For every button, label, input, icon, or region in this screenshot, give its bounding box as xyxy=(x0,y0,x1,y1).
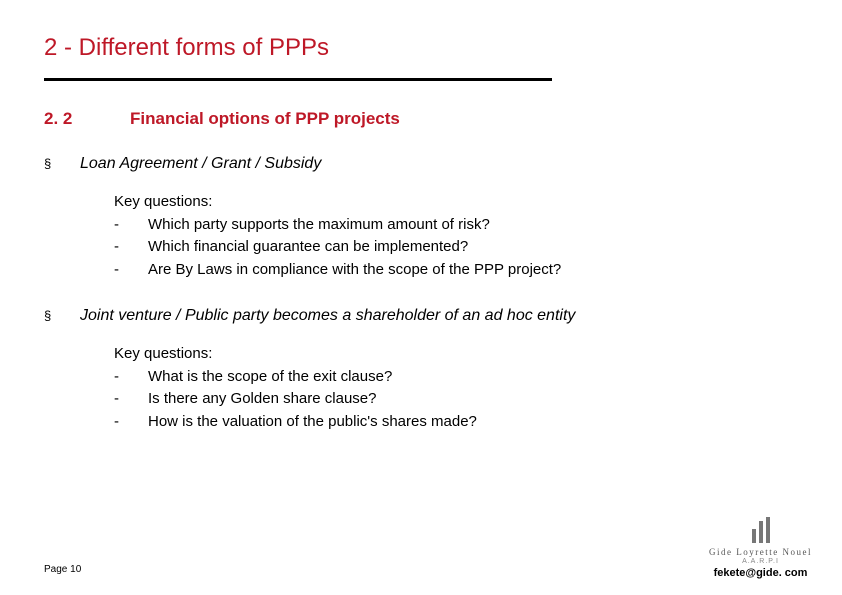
kq-text: How is the valuation of the public's sha… xyxy=(148,411,477,434)
kq-text: What is the scope of the exit clause? xyxy=(148,366,392,389)
bullet-text: Joint venture / Public party becomes a s… xyxy=(80,307,575,325)
page-number: Page 10 xyxy=(44,564,81,575)
logo-name: Gide Loyrette Nouel xyxy=(709,547,812,557)
key-questions-label: Key questions: xyxy=(114,191,798,214)
key-questions-block: Key questions: - What is the scope of th… xyxy=(44,343,798,433)
bullet-mark: § xyxy=(44,308,80,323)
subheading-number: 2. 2 xyxy=(44,109,130,129)
contact-email: fekete@gide. com xyxy=(709,567,812,579)
dash-icon: - xyxy=(114,366,148,389)
kq-item: - What is the scope of the exit clause? xyxy=(114,366,798,389)
kq-text: Which financial guarantee can be impleme… xyxy=(148,236,468,259)
section-2: § Joint venture / Public party becomes a… xyxy=(44,307,798,433)
dash-icon: - xyxy=(114,214,148,237)
kq-item: - Are By Laws in compliance with the sco… xyxy=(114,259,798,282)
logo-bars-icon xyxy=(709,517,812,543)
kq-item: - How is the valuation of the public's s… xyxy=(114,411,798,434)
key-questions-block: Key questions: - Which party supports th… xyxy=(44,191,798,281)
footer-logo-block: Gide Loyrette Nouel A.A.R.P.I fekete@gid… xyxy=(709,517,812,579)
kq-text: Are By Laws in compliance with the scope… xyxy=(148,259,561,282)
bullet-mark: § xyxy=(44,156,80,171)
dash-icon: - xyxy=(114,411,148,434)
dash-icon: - xyxy=(114,236,148,259)
kq-item: - Which financial guarantee can be imple… xyxy=(114,236,798,259)
kq-text: Is there any Golden share clause? xyxy=(148,388,376,411)
kq-item: - Which party supports the maximum amoun… xyxy=(114,214,798,237)
kq-text: Which party supports the maximum amount … xyxy=(148,214,490,237)
dash-icon: - xyxy=(114,259,148,282)
bullet-text: Loan Agreement / Grant / Subsidy xyxy=(80,155,321,173)
slide-title: 2 - Different forms of PPPs xyxy=(44,34,798,62)
logo-subtext: A.A.R.P.I xyxy=(709,558,812,565)
section-1: § Loan Agreement / Grant / Subsidy Key q… xyxy=(44,155,798,281)
subheading: 2. 2 Financial options of PPP projects xyxy=(44,109,798,129)
bullet-row: § Loan Agreement / Grant / Subsidy xyxy=(44,155,798,173)
bullet-row: § Joint venture / Public party becomes a… xyxy=(44,307,798,325)
key-questions-label: Key questions: xyxy=(114,343,798,366)
kq-item: - Is there any Golden share clause? xyxy=(114,388,798,411)
title-rule xyxy=(44,78,552,81)
subheading-text: Financial options of PPP projects xyxy=(130,109,400,129)
dash-icon: - xyxy=(114,388,148,411)
